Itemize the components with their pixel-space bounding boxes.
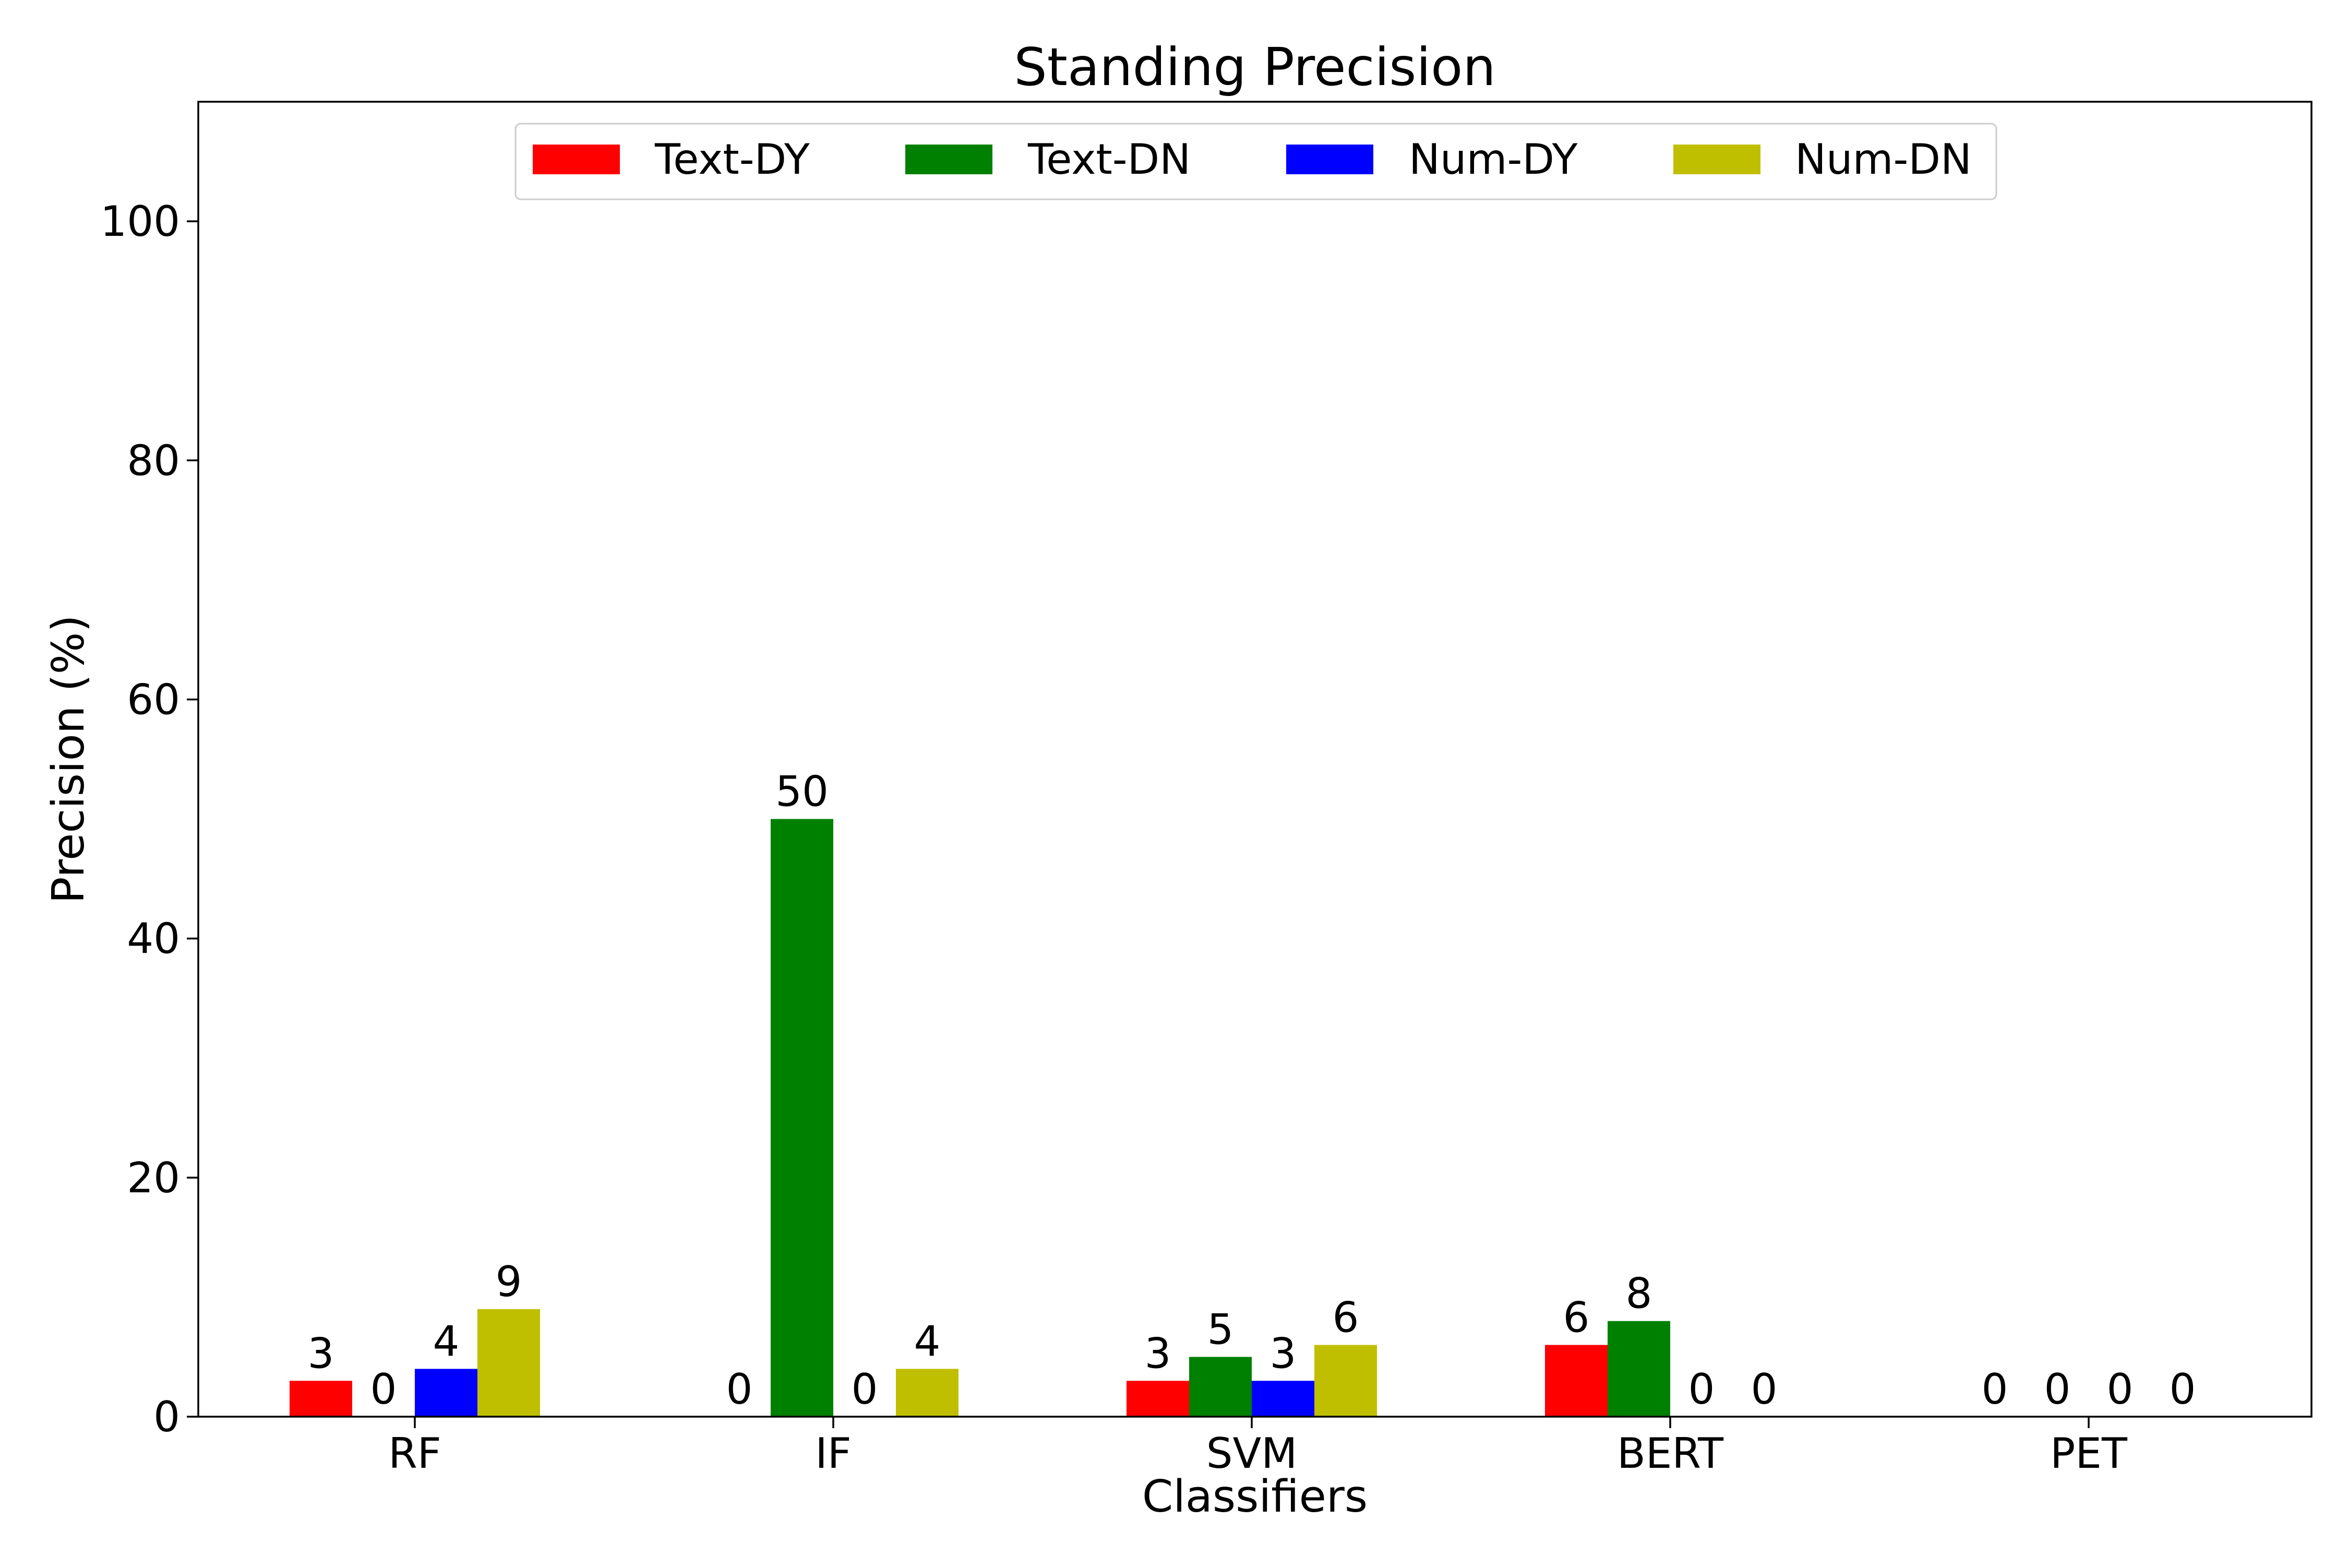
legend-label-text-dy: Text-DY xyxy=(654,135,810,184)
data-label: 3 xyxy=(1270,1329,1297,1378)
data-label: 3 xyxy=(1145,1329,1171,1378)
data-label: 0 xyxy=(726,1365,753,1414)
data-label: 0 xyxy=(370,1365,397,1414)
x-axis: RF IF SVM BERT PET xyxy=(388,1417,2128,1478)
bars-layer xyxy=(290,819,1670,1417)
data-label: 50 xyxy=(775,768,829,816)
x-tick-label: BERT xyxy=(1617,1429,1724,1478)
bar-num-dy-rf xyxy=(415,1369,477,1417)
data-label: 9 xyxy=(496,1258,522,1306)
bar-num-dy-svm xyxy=(1252,1381,1314,1417)
data-label: 0 xyxy=(2044,1365,2071,1414)
plot-frame xyxy=(197,101,2313,1418)
y-axis-title: Precision (%) xyxy=(43,615,94,903)
y-tick-label: 80 xyxy=(127,436,180,485)
data-label: 6 xyxy=(1333,1294,1359,1342)
x-tick-label: PET xyxy=(2050,1429,2128,1478)
legend-label-text-dn: Text-DN xyxy=(1027,135,1191,184)
data-label: 0 xyxy=(1982,1365,2008,1414)
bar-text-dy-rf xyxy=(290,1381,352,1417)
y-tick-label: 40 xyxy=(127,915,180,963)
data-label: 3 xyxy=(308,1329,334,1378)
bar-text-dn-if xyxy=(771,819,833,1417)
bar-num-dn-svm xyxy=(1314,1345,1377,1417)
bar-text-dy-bert xyxy=(1545,1345,1608,1417)
data-label: 0 xyxy=(2107,1365,2134,1414)
chart-title: Standing Precision xyxy=(1014,37,1495,98)
data-label: 4 xyxy=(433,1317,460,1366)
bar-text-dn-bert xyxy=(1608,1321,1670,1417)
bar-text-dy-svm xyxy=(1127,1381,1189,1417)
data-label: 0 xyxy=(2170,1365,2196,1414)
x-tick-label: SVM xyxy=(1206,1429,1298,1478)
y-tick-label: 100 xyxy=(100,197,180,246)
data-label: 0 xyxy=(1688,1365,1715,1414)
y-tick-label: 20 xyxy=(127,1154,180,1202)
legend-swatch-num-dn xyxy=(1673,145,1760,174)
legend-swatch-text-dn xyxy=(905,145,992,174)
y-tick-label: 60 xyxy=(127,675,180,724)
bar-num-dn-if xyxy=(896,1369,959,1417)
data-label: 0 xyxy=(1751,1365,1778,1414)
data-label: 0 xyxy=(852,1365,878,1414)
data-label: 6 xyxy=(1563,1294,1590,1342)
data-label: 8 xyxy=(1626,1270,1652,1318)
legend-frame xyxy=(514,123,1997,200)
bar-text-dn-svm xyxy=(1189,1357,1252,1417)
x-tick-label: RF xyxy=(388,1429,441,1478)
legend-swatch-text-dy xyxy=(533,145,620,174)
bar-num-dn-rf xyxy=(477,1309,540,1417)
data-label: 4 xyxy=(914,1317,941,1366)
legend-swatch-num-dy xyxy=(1286,145,1373,174)
x-tick-label: IF xyxy=(815,1429,852,1478)
y-axis: 0 20 40 60 80 100 xyxy=(100,197,198,1441)
legend: Text-DY Text-DN Num-DY Num-DN xyxy=(514,123,1997,200)
y-tick-label: 0 xyxy=(153,1393,180,1441)
x-axis-title: Classifiers xyxy=(1142,1471,1368,1523)
legend-label-num-dn: Num-DN xyxy=(1795,135,1972,184)
legend-label-num-dy: Num-DY xyxy=(1409,135,1578,184)
data-label: 5 xyxy=(1207,1305,1234,1354)
